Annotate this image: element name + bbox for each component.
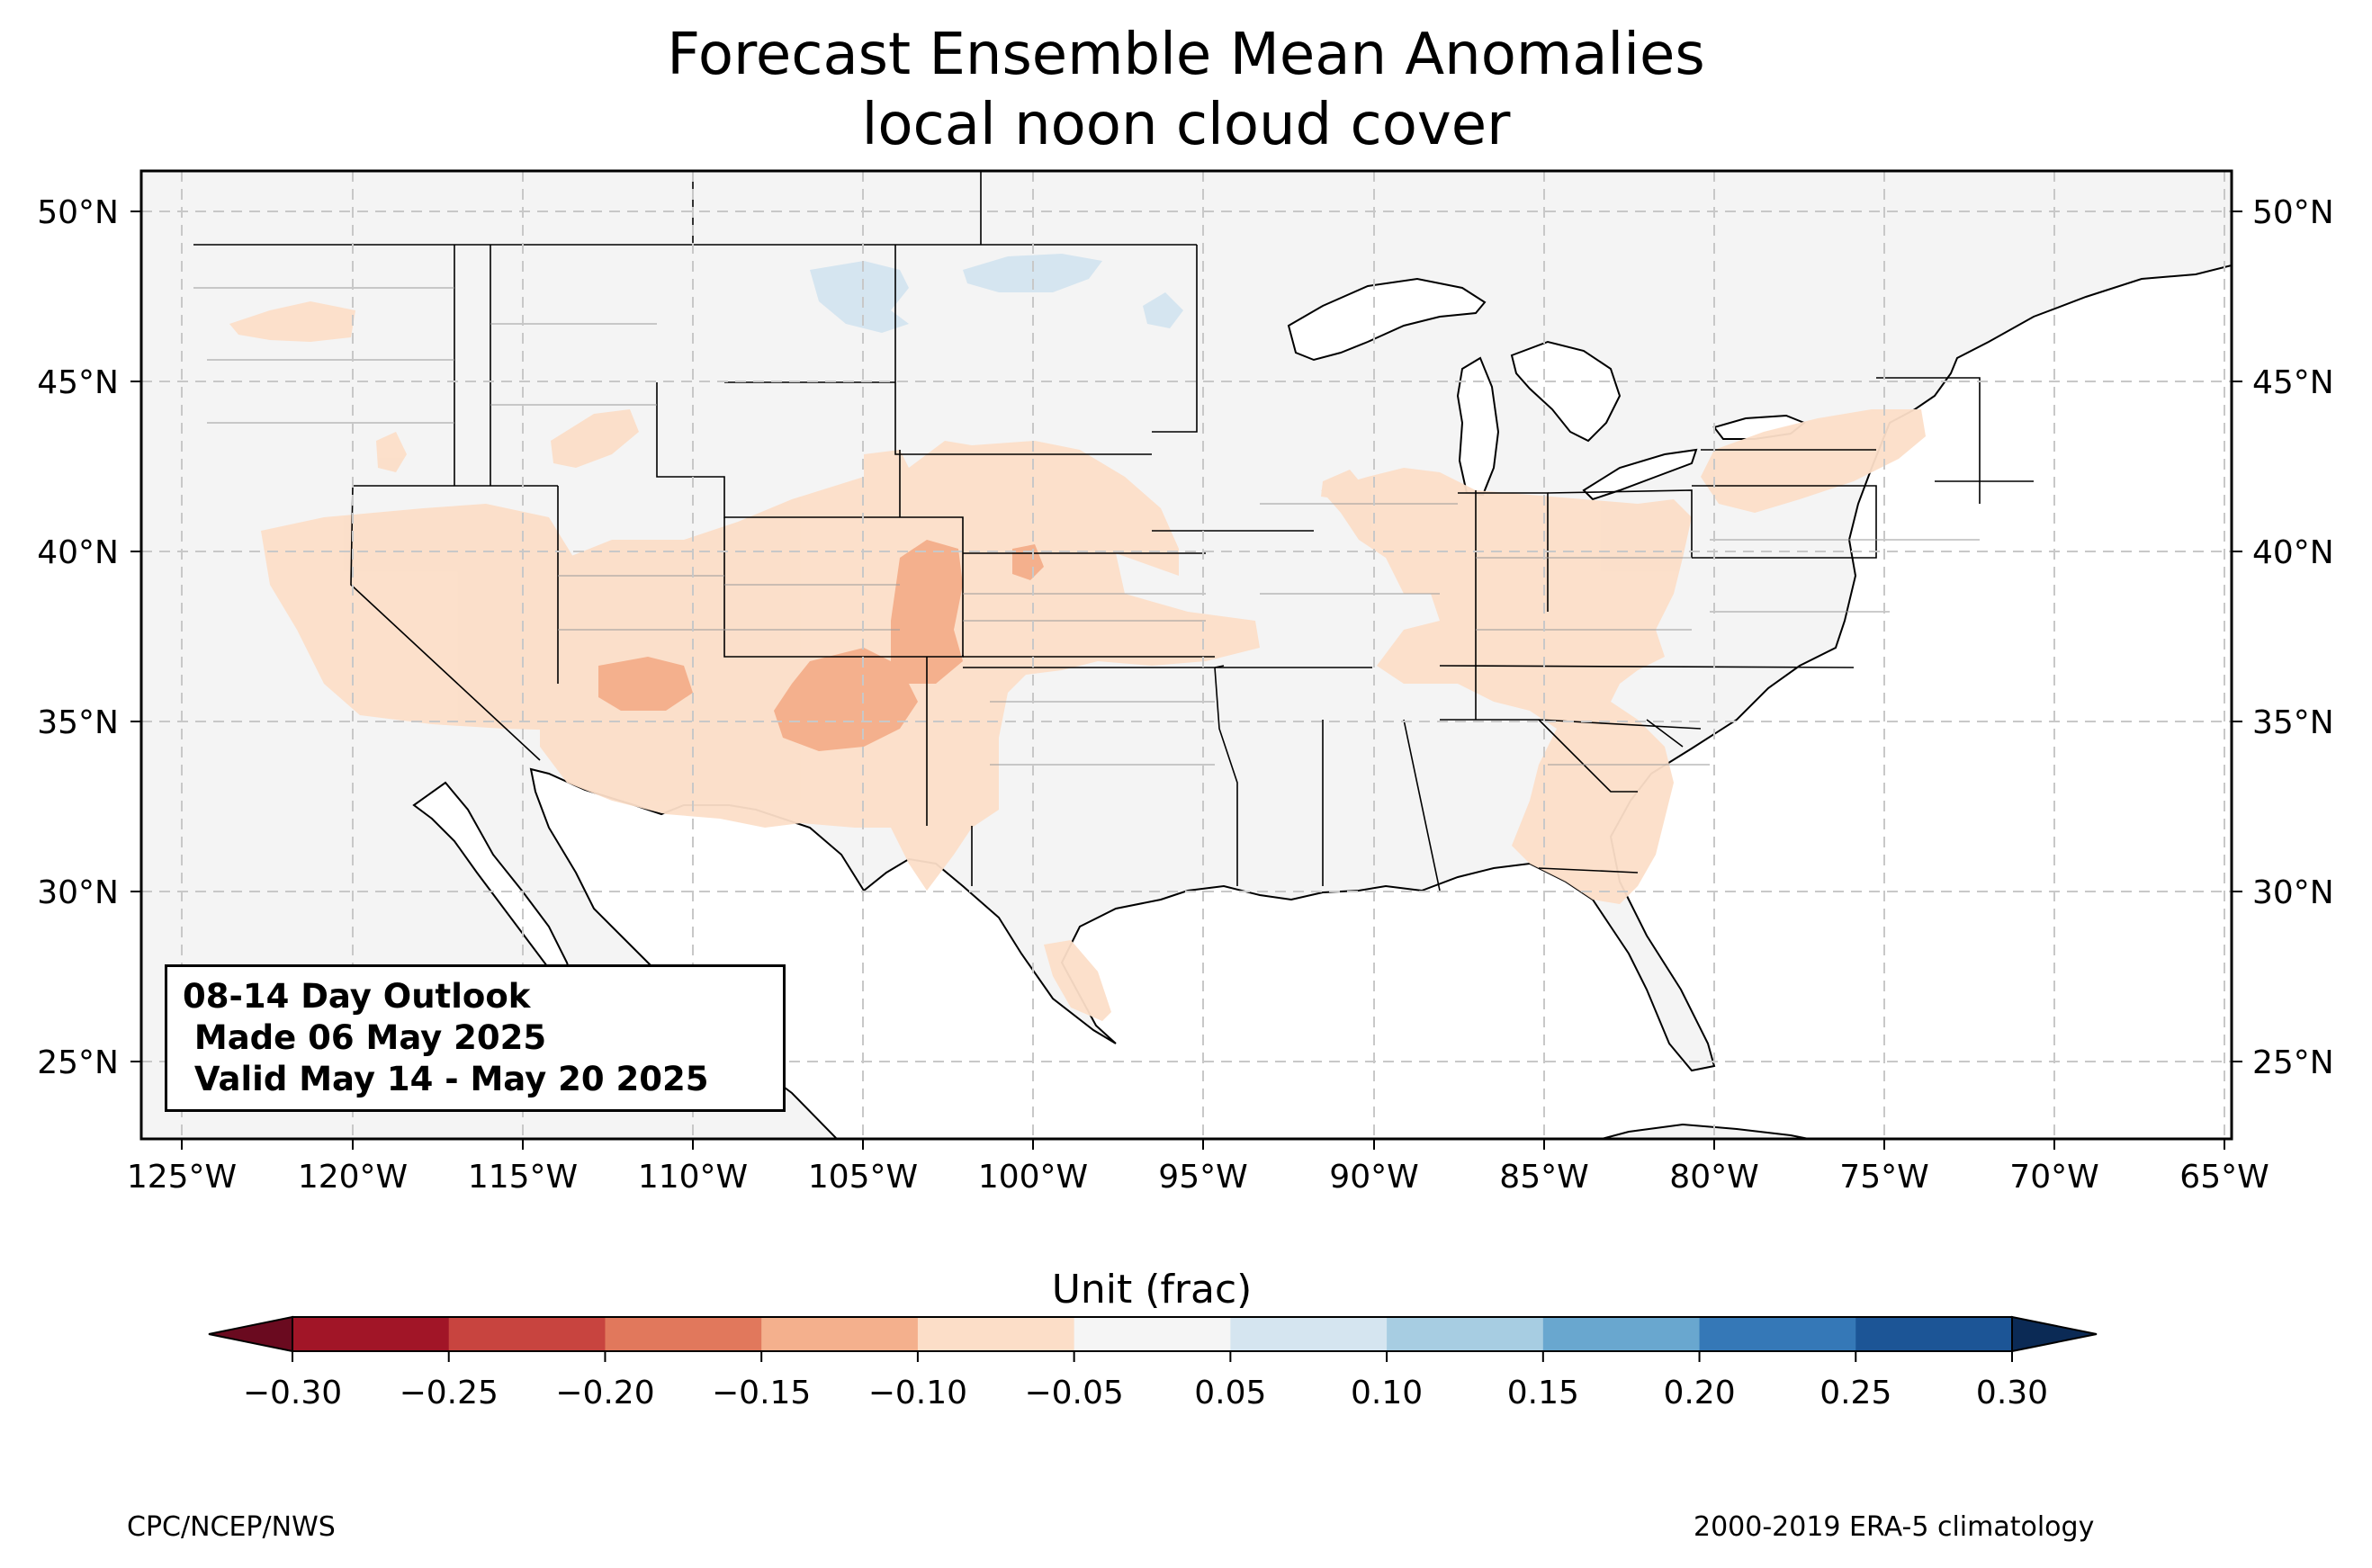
colorbar-tick-label: 0.05 [1194,1375,1266,1411]
colorbar-segments [292,1316,2013,1352]
positive-anomaly-fills [810,254,1183,333]
cuba-island [1601,1123,1810,1139]
lat-tick-label-left: 40°N [37,534,119,571]
anomaly-core-fills [598,540,1044,751]
colorbar-segment [1387,1317,1544,1351]
outlook-made-date: Made 06 May 2025 [183,1018,547,1057]
colorbar-tick-label: 0.25 [1819,1375,1891,1411]
anomaly-region [551,409,639,468]
colorbar-tick-label: −0.30 [243,1375,342,1411]
colorbar-segment [605,1317,762,1351]
colorbar-tick-label: −0.15 [712,1375,811,1411]
anomaly-region [1321,468,1692,904]
anomaly-region [1701,409,1926,513]
colorbar-ticks: −0.30 −0.25 −0.20 −0.15 −0.10 −0.05 0.05 0.10 0.… [243,1351,2048,1411]
colorbar-tick-label: 0.20 [1663,1375,1735,1411]
colorbar-tick-label: −0.20 [555,1375,654,1411]
lat-tick-label-left: 50°N [37,194,119,231]
colorbar-segment [1542,1317,1701,1351]
lon-tick-label: 85°W [1499,1159,1588,1196]
colorbar-segment [917,1317,1075,1351]
colorbar-segment [761,1317,919,1351]
lon-tick-label: 110°W [638,1159,748,1196]
lake-superior [1287,277,1487,362]
lon-tick-label: 95°W [1158,1159,1247,1196]
colorbar-title: Unit (frac) [1051,1267,1253,1313]
colorbar-tick-label: −0.05 [1024,1375,1123,1411]
colorbar-tick-label: 0.10 [1351,1375,1423,1411]
lon-tick-label: 75°W [1839,1159,1928,1196]
outlook-valid-dates: Valid May 14 - May 20 2025 [183,1060,709,1098]
anomaly-region-positive [963,254,1102,292]
lon-tick-label: 115°W [468,1159,578,1196]
outlook-period: 08-14 Day Outlook [183,977,531,1016]
lat-tick-label-left: 30°N [37,874,119,911]
lat-ticks [130,211,2242,1062]
colorbar-segment [1699,1317,1856,1351]
lon-tick-label: 120°W [298,1159,408,1196]
lon-tick-label: 125°W [127,1159,237,1196]
colorbar-segment [292,1317,450,1351]
anomaly-region [229,301,355,342]
colorbar-segment [448,1317,606,1351]
gridlines [141,171,2232,1139]
anomaly-region [376,432,407,472]
lon-tick-label: 90°W [1329,1159,1418,1196]
lat-tick-label-right: 35°N [2252,704,2334,741]
colorbar-segment [1074,1317,1231,1351]
colorbar-extend-high [2011,1315,2098,1353]
colorbar-tick-label: 0.15 [1507,1375,1579,1411]
lon-tick-label: 80°W [1669,1159,1758,1196]
colorbar-segment [1855,1317,2013,1351]
lat-tick-label-right: 25°N [2252,1044,2334,1081]
lat-tick-label-left: 25°N [37,1044,119,1081]
anomaly-region [1044,940,1111,1021]
colorbar-segment [1230,1317,1388,1351]
anomaly-region-positive [810,261,909,333]
anomaly-region [1321,470,1363,499]
lat-tick-label-left: 35°N [37,704,119,741]
lon-tick-label: 65°W [2179,1159,2269,1196]
colorbar-tick-label: −0.25 [400,1375,499,1411]
lon-tick-label: 100°W [978,1159,1088,1196]
lake-huron [1510,340,1622,443]
anomaly-region-core [891,540,963,684]
lat-tick-label-left: 45°N [37,364,119,401]
lon-ticks [181,1139,2225,1150]
anomaly-region-core [774,648,918,751]
map-frame [139,169,2233,1141]
credit-climatology: 2000-2019 ERA-5 climatology [1694,1511,2095,1543]
chart-subtitle: local noon cloud cover [861,92,1511,158]
credit-agency: CPC/NCEP/NWS [127,1511,336,1543]
lat-tick-label-right: 30°N [2252,874,2334,911]
colorbar-tick-label: 0.30 [1976,1375,2048,1411]
lat-tick-label-right: 45°N [2252,364,2334,401]
lat-tick-label-right: 50°N [2252,194,2334,231]
lake-erie [1582,448,1698,501]
lon-tick-label: 70°W [2009,1159,2098,1196]
county-lines [193,287,1980,766]
colorbar-tick-label: −0.10 [868,1375,967,1411]
colorbar-extend-low [208,1315,293,1353]
chart-title: Forecast Ensemble Mean Anomalies [667,22,1705,88]
anomaly-region-positive [1143,292,1183,328]
anomaly-region-core [598,657,693,711]
lat-tick-label-right: 40°N [2252,534,2334,571]
lon-tick-label: 105°W [808,1159,918,1196]
outlook-info-box: 08-14 Day Outlook Made 06 May 2025 Valid… [165,964,786,1112]
